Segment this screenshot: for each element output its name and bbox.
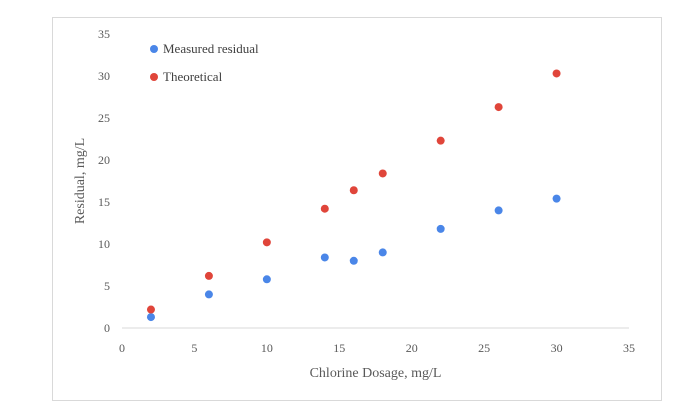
data-points xyxy=(146,69,561,322)
y-tick-label: 20 xyxy=(98,153,110,167)
y-tick-label: 35 xyxy=(98,27,110,41)
y-tick-label: 15 xyxy=(98,195,110,209)
chart-frame xyxy=(52,17,662,401)
data-point-measured xyxy=(204,290,213,299)
x-tick-label: 25 xyxy=(478,341,490,355)
data-point-measured xyxy=(349,256,358,265)
data-point-measured xyxy=(378,248,387,257)
legend-marker-measured xyxy=(150,45,158,53)
data-point-measured xyxy=(262,275,271,284)
data-point-theoretical xyxy=(320,204,329,213)
y-tick-label: 30 xyxy=(98,69,110,83)
data-point-theoretical xyxy=(436,136,445,145)
y-tick-label: 10 xyxy=(98,237,110,251)
data-point-measured xyxy=(494,206,503,215)
x-tick-label: 35 xyxy=(623,341,635,355)
x-tick-label: 10 xyxy=(261,341,273,355)
y-tick-label: 0 xyxy=(104,321,110,335)
data-point-measured xyxy=(436,224,445,233)
x-axis-title: Chlorine Dosage, mg/L xyxy=(310,366,442,381)
legend-marker-theoretical xyxy=(150,73,158,81)
data-point-theoretical xyxy=(204,271,213,280)
x-tick-label: 30 xyxy=(551,341,563,355)
data-point-measured xyxy=(320,253,329,262)
data-point-theoretical xyxy=(146,305,155,314)
y-tick-label: 25 xyxy=(98,111,110,125)
data-point-measured xyxy=(552,194,561,203)
x-tick-label: 15 xyxy=(333,341,345,355)
legend-item-measured: Measured residual xyxy=(150,41,259,56)
legend-label-measured: Measured residual xyxy=(163,41,259,56)
y-tick-labels: 0 5 10 15 20 25 30 35 xyxy=(98,27,110,335)
data-point-measured xyxy=(146,313,155,322)
x-tick-label: 20 xyxy=(406,341,418,355)
legend: Measured residual Theoretical xyxy=(150,41,259,84)
legend-label-theoretical: Theoretical xyxy=(163,69,223,84)
data-point-theoretical xyxy=(552,69,561,78)
legend-item-theoretical: Theoretical xyxy=(150,69,223,84)
x-tick-labels: 0 5 10 15 20 25 30 35 xyxy=(119,341,635,355)
y-tick-label: 5 xyxy=(104,279,110,293)
y-axis-title: Residual, mg/L xyxy=(73,138,88,224)
x-tick-label: 5 xyxy=(191,341,197,355)
data-point-theoretical xyxy=(378,169,387,178)
data-point-theoretical xyxy=(349,186,358,195)
x-tick-label: 0 xyxy=(119,341,125,355)
data-point-theoretical xyxy=(494,103,503,112)
data-point-theoretical xyxy=(262,238,271,247)
